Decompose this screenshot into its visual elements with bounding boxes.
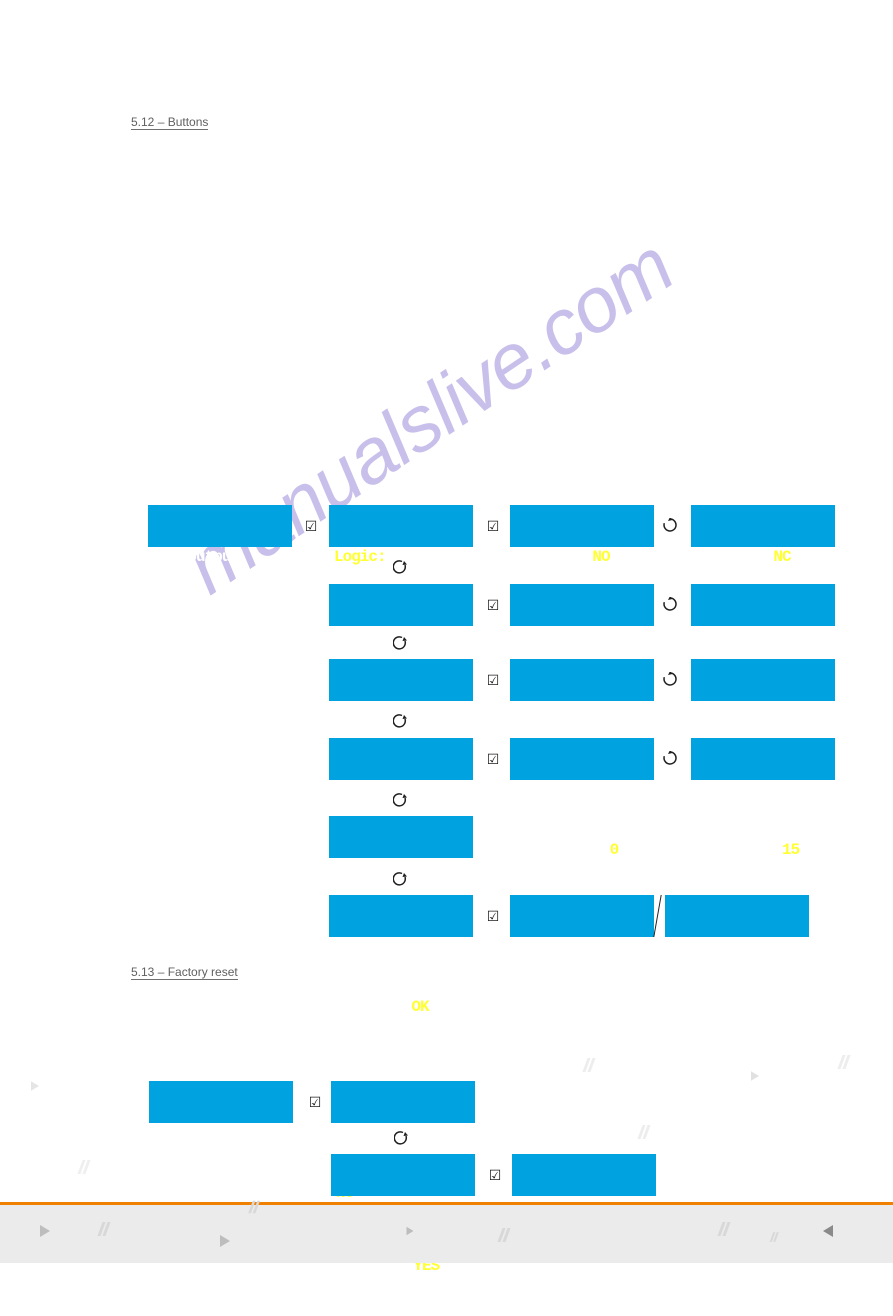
lcd-fr1-b: FACT. RESET NO YES [331,1154,475,1196]
lcd-r2-b: Func: FLASH Mix mode:LTP [329,659,473,701]
lcd-fr0-b: FACT. RESET NO YES [331,1081,475,1123]
lcd-r3-c: Mix mode:LTP Transp.: 0 [510,738,654,780]
lcd-text: ESC OK [334,997,473,1017]
lcd-r5-b: Transp.: 0 ESC OK [329,895,473,937]
decor-parallelogram-icon [772,1232,779,1242]
enter-icon: ☑ [485,518,501,533]
lcd-fr0-a: Buttons >Fact. reset [149,1081,293,1123]
rotate-icon [663,518,679,533]
lcd-r3-d: Mix mode:LTP Transp.: 15 [691,738,835,780]
lcd-r4-b: Transp.: 0 ESC OK [329,816,473,858]
decor-parallelogram-icon [500,1228,510,1242]
lcd-text: Transp.: 15 [696,840,835,860]
page: manualslive.com 5.12 – Buttons OC output… [0,0,893,1263]
decor-triangle-icon [751,1071,759,1081]
lcd-r0-a: OC output >Buttons [148,505,292,547]
lcd-text: >Buttons [153,607,292,627]
lcd-text: Transp.: 0 [515,840,654,860]
decor-parallelogram-icon [640,1125,650,1139]
lcd-fr1-c: Fact. reset DONE [512,1154,656,1196]
lcd-text: Not saved [670,997,809,1017]
lcd-text: Logic: NO [515,547,654,567]
rotate-icon [663,597,679,612]
rotate-down-icon [393,560,409,575]
rotate-down-icon [393,636,409,651]
heading-factory-reset: 5.13 – Factory reset [131,965,238,980]
lcd-text: Saved [515,997,654,1017]
decor-parallelogram-icon [585,1058,595,1072]
rotate-down-icon [393,714,409,729]
lcd-r0-b: Logic: NO Func: FLASH [329,505,473,547]
enter-icon: ☑ [303,518,319,533]
lcd-text: Butt. sett. [670,937,809,957]
rotate-down-icon [393,793,409,808]
lcd-text: Mix mode:LTP [696,780,835,800]
decor-parallelogram-icon [251,1201,260,1214]
rotate-icon [663,751,679,766]
decor-triangle-icon [31,1081,39,1091]
footer-bg [0,1205,893,1263]
enter-icon: ☑ [485,751,501,766]
lcd-text: >Fact. reset [154,1183,293,1203]
enter-icon: ☑ [485,908,501,923]
lcd-text: Butt. sett. [515,937,654,957]
heading-buttons: 5.12 – Buttons [131,115,208,130]
enter-icon: ☑ [487,1167,503,1182]
lcd-text: Logic: NO [696,626,835,646]
decor-triangle-icon [220,1235,230,1247]
rotate-down-icon [393,872,409,887]
decor-parallelogram-icon [720,1222,730,1236]
decor-parallelogram-icon [840,1055,850,1069]
lcd-text: Buttons [154,1123,293,1143]
lcd-r1-c: Logic: NO Func: FLASH [510,584,654,626]
lcd-r1-b: Logic: NO Func: FLASH [329,584,473,626]
lcd-text: Transp.: 0 [334,937,473,957]
lcd-text: Logic: NO [515,626,654,646]
decor-triangle-icon [40,1225,50,1237]
decor-parallelogram-icon [80,1160,90,1174]
rotate-icon [663,672,679,687]
lcd-text: Mix mode:LTP [515,780,654,800]
footer-bar [0,1202,893,1205]
lcd-r0-d: Logic: NC Func: FLASH [691,505,835,547]
lcd-r2-d: Func: FLASH Mix mode:HTP [691,659,835,701]
rotate-down-icon [394,1131,410,1146]
lcd-r3-b: Mix mode:LTP Transp.: 0 [329,738,473,780]
decor-parallelogram-icon [100,1222,110,1236]
enter-icon: ☑ [307,1094,323,1109]
lcd-r5-d: Butt. sett. Not saved [665,895,809,937]
lcd-r2-c: Func: FLASH Mix mode:LTP [510,659,654,701]
decor-triangle-icon [407,1227,414,1235]
lcd-text: OC output [153,547,292,567]
lcd-r0-c: Logic: NO Func: FLASH [510,505,654,547]
enter-icon: ☑ [485,597,501,612]
enter-icon: ☑ [485,672,501,687]
lcd-text: Func: FLASH [696,701,835,721]
lcd-text: Logic: NC [696,547,835,567]
lcd-r1-d: Logic: NO Func: LATCH [691,584,835,626]
lcd-r5-c: Butt. sett. Saved [510,895,654,937]
lcd-text: Func: FLASH [515,701,654,721]
decor-triangle-icon [823,1225,833,1237]
